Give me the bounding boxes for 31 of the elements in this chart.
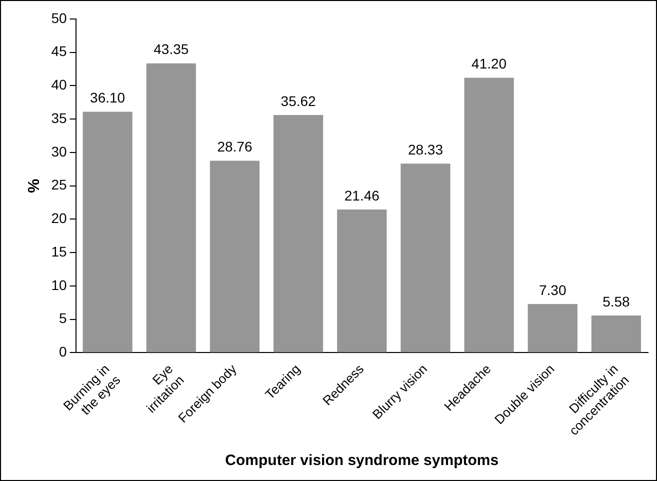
bar — [591, 316, 642, 352]
data-label: 7.30 — [539, 282, 566, 298]
data-label: 43.35 — [154, 41, 189, 58]
y-tick-label: 50 — [51, 10, 67, 26]
y-axis-title: % — [26, 178, 44, 193]
y-tick-label: 10 — [51, 276, 67, 293]
data-label: 35.62 — [280, 92, 316, 109]
bar — [400, 164, 450, 352]
bar — [528, 304, 578, 352]
data-label: 28.33 — [408, 142, 444, 158]
y-tick-label: 35 — [51, 110, 67, 126]
bar — [464, 78, 514, 352]
data-label: 28.76 — [217, 138, 252, 155]
bar — [82, 112, 132, 352]
y-tick-label: 5 — [58, 310, 67, 326]
data-label: 36.10 — [90, 90, 126, 106]
y-tick-label: 40 — [51, 76, 67, 93]
bar — [146, 63, 196, 352]
y-tick-label: 30 — [51, 143, 67, 160]
data-label: 41.20 — [472, 56, 507, 72]
bar — [210, 160, 260, 352]
y-tick-label: 25 — [51, 176, 67, 193]
y-tick-label: 45 — [51, 43, 67, 60]
data-label: 5.58 — [602, 293, 630, 310]
y-tick-label: 15 — [51, 243, 67, 260]
data-label: 21.46 — [344, 187, 380, 204]
x-axis-title: Computer vision syndrome symptoms — [225, 452, 499, 470]
bar — [274, 114, 324, 352]
bar — [337, 210, 387, 352]
y-tick-label: 0 — [58, 344, 67, 360]
y-tick-label: 20 — [51, 210, 67, 226]
